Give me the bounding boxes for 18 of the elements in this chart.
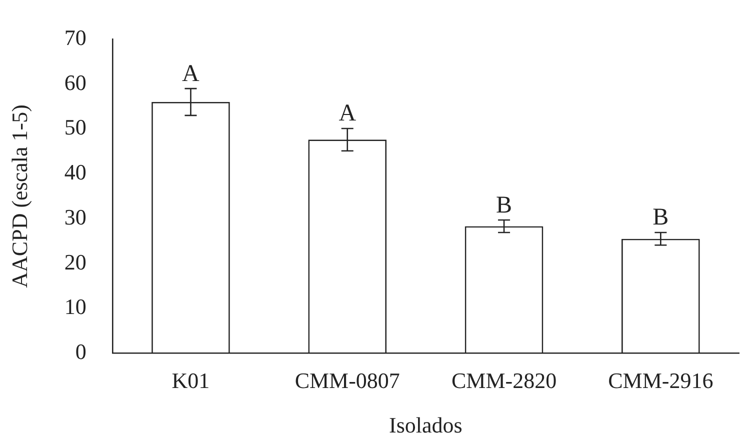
y-tick-label: 50 [64,114,86,140]
y-tick-label: 10 [64,294,86,320]
y-tick-label: 0 [75,338,86,364]
annotation: A [182,60,200,87]
annotation: B [652,204,669,230]
y-tick-label: 60 [64,70,86,95]
x-tick-label: CMM-2820 [451,368,557,394]
annotation: B [496,192,512,218]
x-tick-label: CMM-2916 [608,368,714,394]
y-axis-title: AACPD (escala 1-5) [6,104,32,288]
y-tick-label: 40 [64,160,86,185]
y-tick-label: 30 [64,204,86,230]
x-tick-label: CMM-0807 [294,368,400,394]
annotation: A [338,100,357,126]
y-tick-label: 20 [64,249,86,274]
x-axis-title: Isolados [389,412,462,438]
x-tick-label: K01 [172,368,210,394]
y-tick-label: 70 [64,24,86,50]
